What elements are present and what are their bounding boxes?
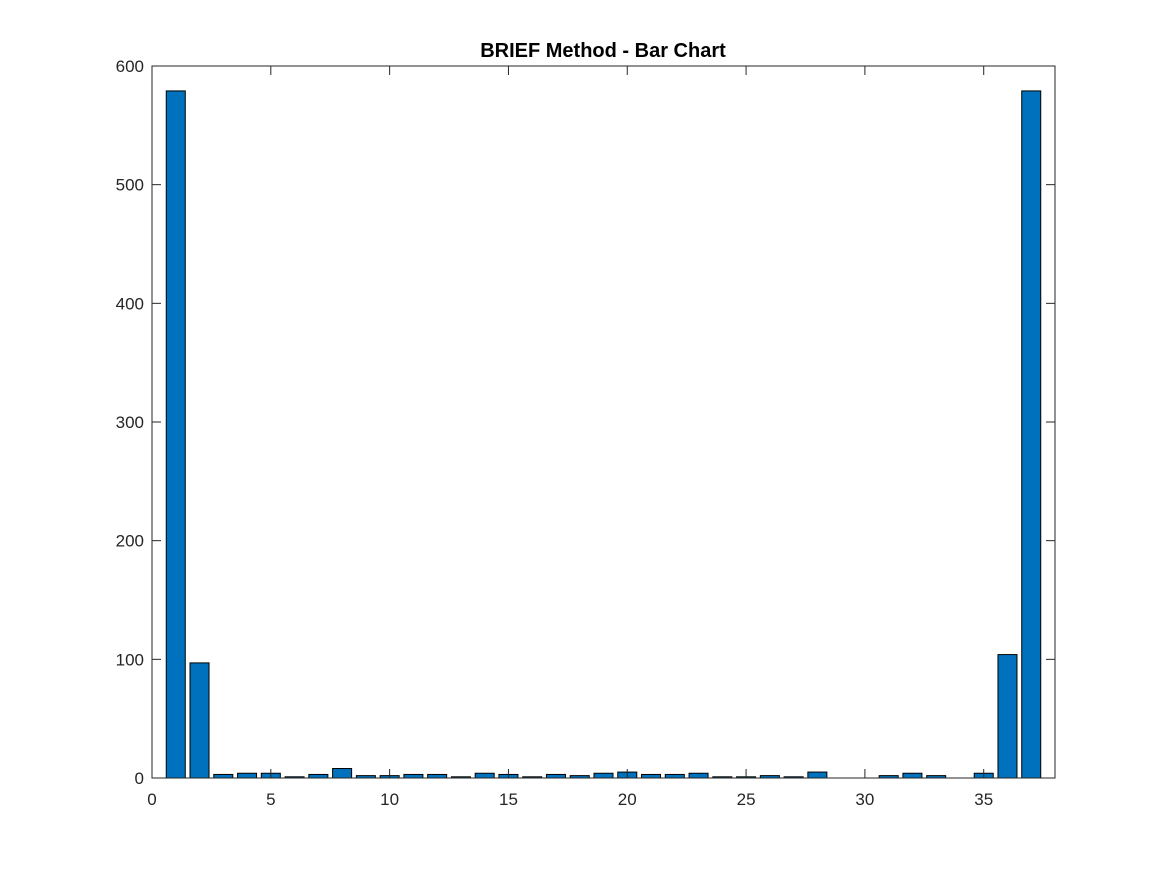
bar-32 <box>902 772 923 779</box>
x-tick-label-30: 30 <box>855 790 874 809</box>
x-tick-label-25: 25 <box>737 790 756 809</box>
bar-1 <box>165 90 186 779</box>
bar-3 <box>213 773 234 779</box>
bar-28 <box>807 771 828 779</box>
bar-21 <box>641 773 662 779</box>
y-tick-label-400: 400 <box>116 294 144 313</box>
chart-title: BRIEF Method - Bar Chart <box>480 40 726 62</box>
bar-4 <box>237 772 258 779</box>
x-tick-label-5: 5 <box>266 790 275 809</box>
bar-23 <box>688 772 709 779</box>
x-tick-label-0: 0 <box>147 790 156 809</box>
y-tick-label-0: 0 <box>135 769 144 788</box>
bar-14 <box>474 772 495 779</box>
bar-8 <box>332 768 353 779</box>
plot-area: 0 5 10 15 20 25 30 35 0 100 200 300 400 500 600 <box>116 57 1056 809</box>
x-tick-label-20: 20 <box>618 790 637 809</box>
bar-17 <box>545 773 566 779</box>
bar-22 <box>664 773 685 779</box>
bar-12 <box>427 773 448 779</box>
bar-11 <box>403 773 424 779</box>
y-tick-label-500: 500 <box>116 176 144 195</box>
bar-37 <box>1021 90 1042 779</box>
y-tick-label-300: 300 <box>116 413 144 432</box>
bar-2 <box>189 662 210 779</box>
x-tick-label-15: 15 <box>499 790 518 809</box>
bar-36 <box>997 654 1018 779</box>
y-tick-label-600: 600 <box>116 57 144 76</box>
x-tick-label-10: 10 <box>380 790 399 809</box>
y-tick-label-200: 200 <box>116 532 144 551</box>
bar-19 <box>593 772 614 779</box>
y-tick-label-100: 100 <box>116 650 144 669</box>
x-tick-label-35: 35 <box>974 790 993 809</box>
bar-7 <box>308 773 329 779</box>
